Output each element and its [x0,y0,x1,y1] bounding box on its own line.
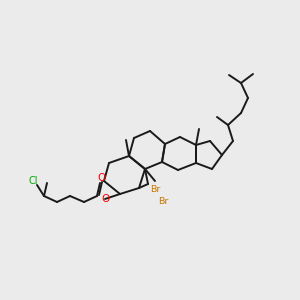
Text: Br: Br [158,196,168,206]
Text: O: O [97,173,105,183]
Text: Cl: Cl [28,176,38,186]
Text: Br: Br [150,184,160,194]
Text: O: O [101,194,109,204]
